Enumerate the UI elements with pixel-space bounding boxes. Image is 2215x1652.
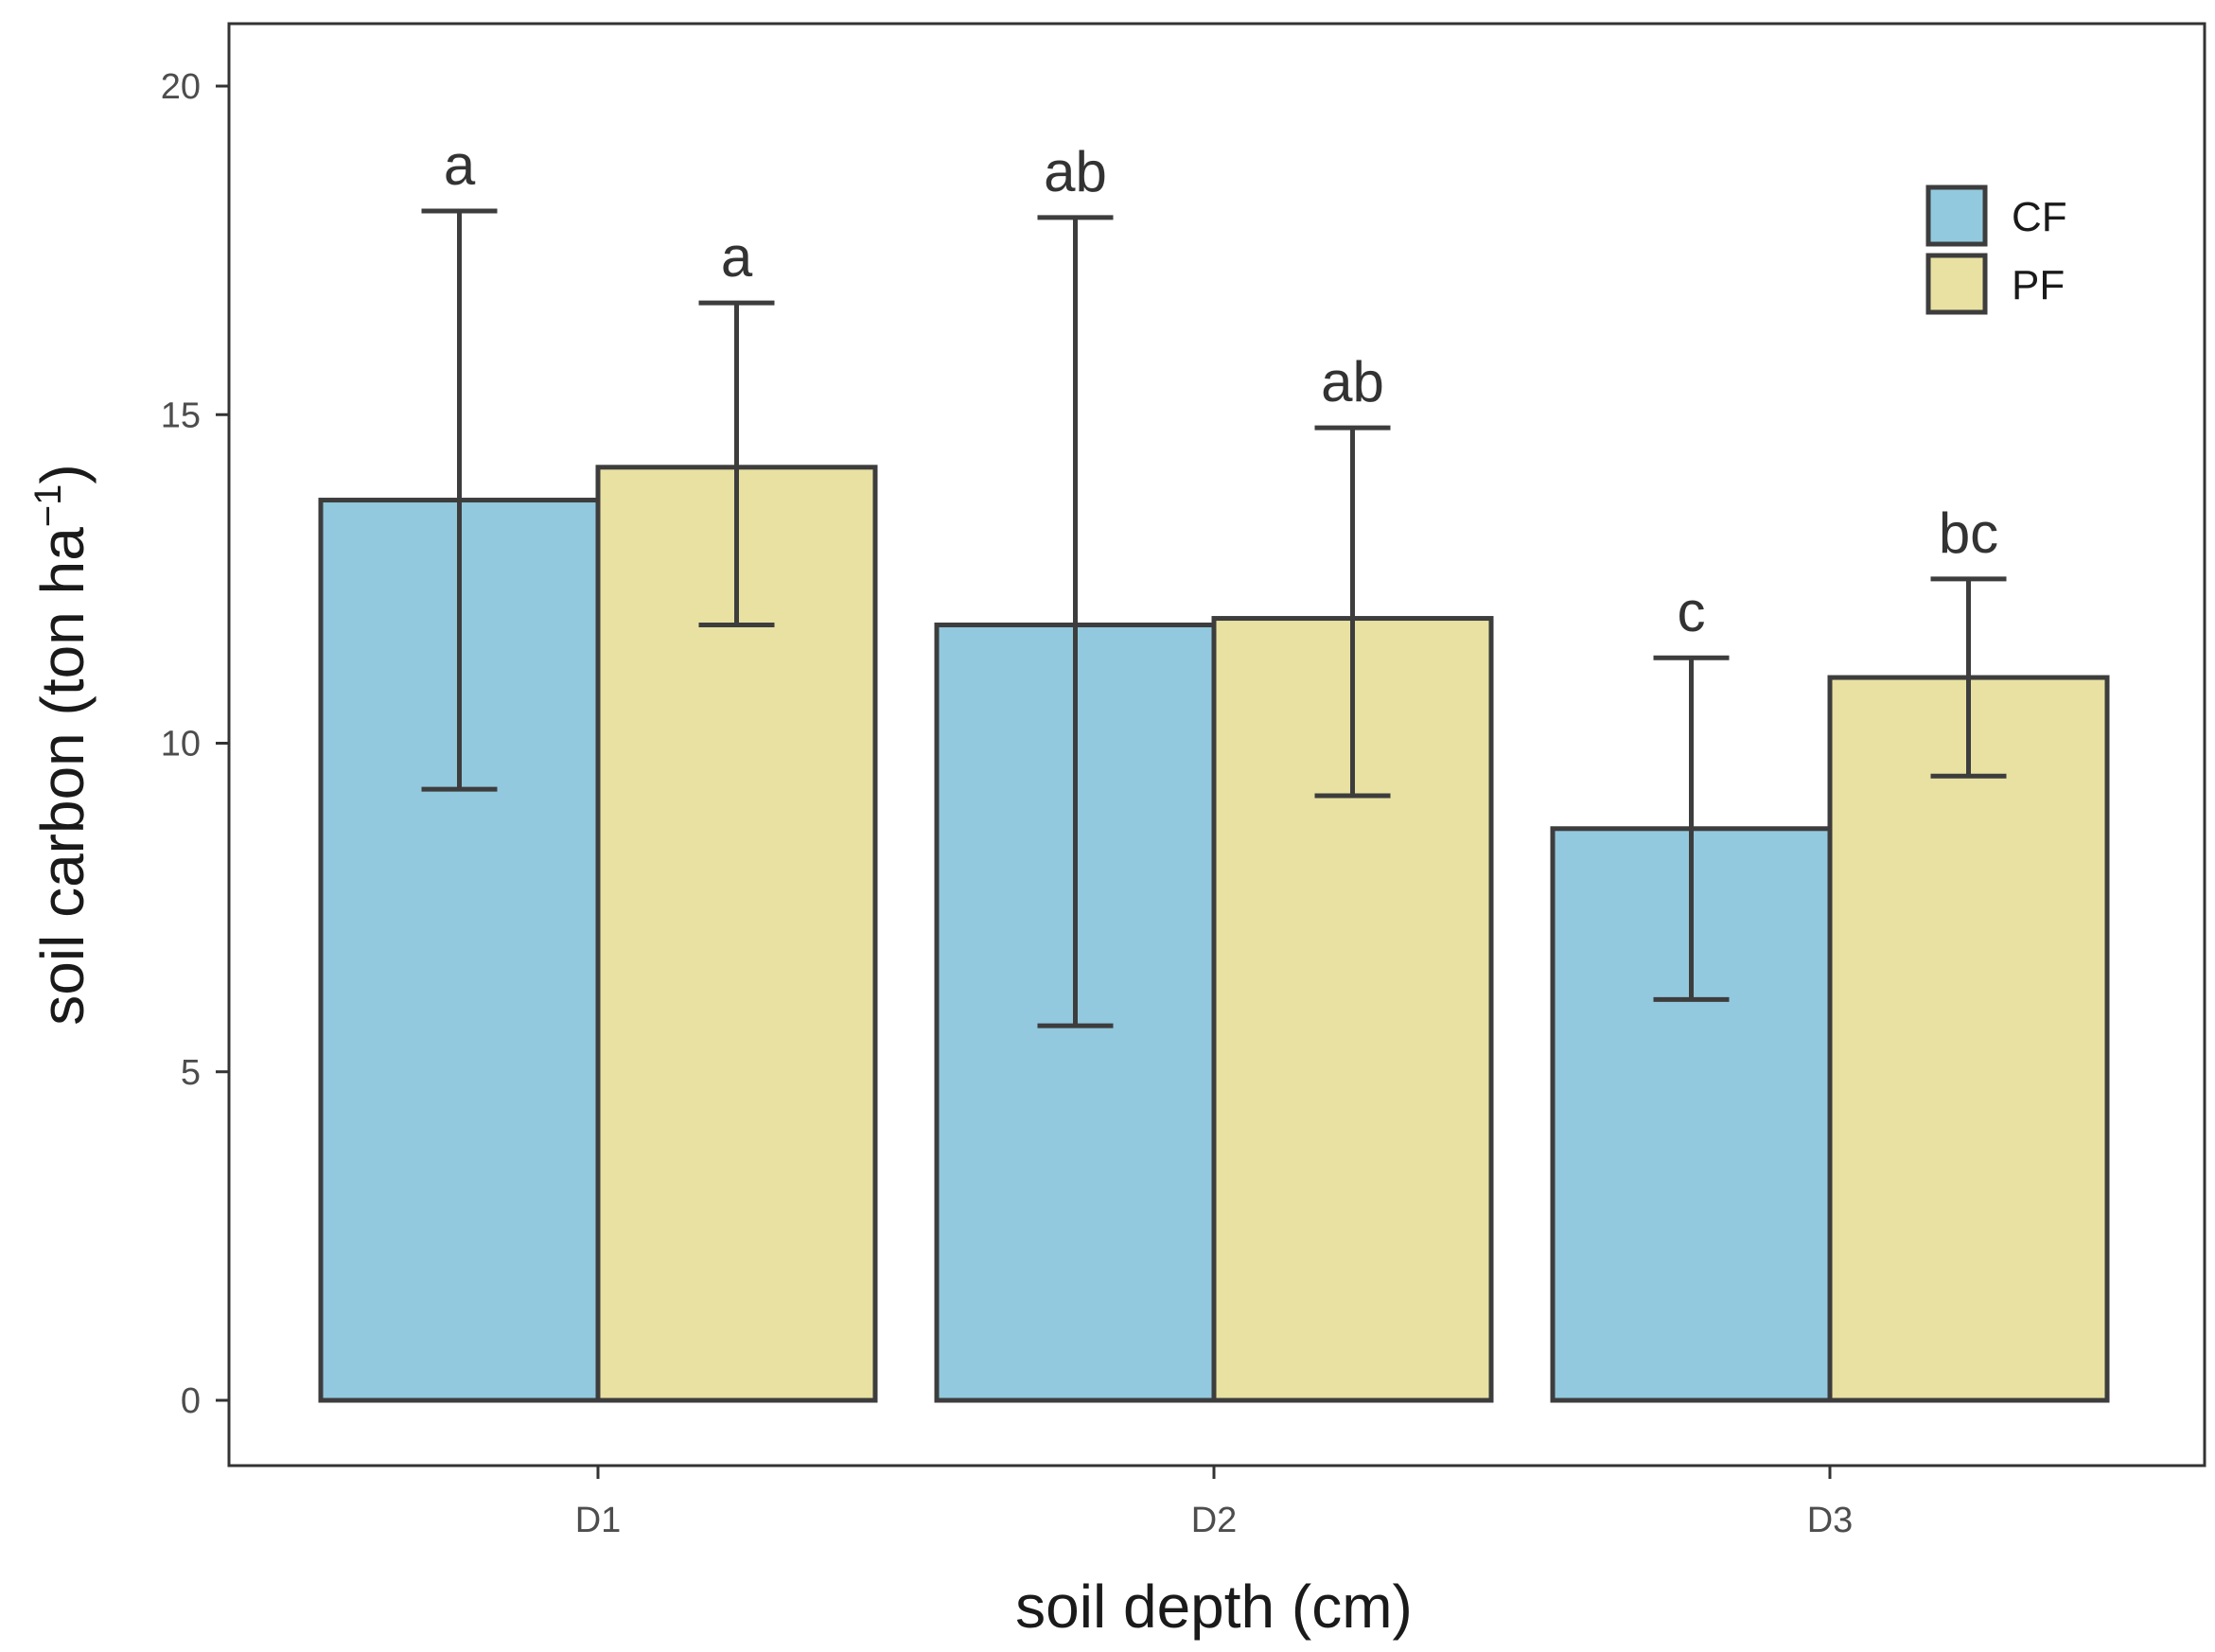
y-tick-label: 10 (161, 725, 201, 764)
y-tick-label: 15 (161, 395, 201, 435)
error-bar-pf-d2 (1314, 425, 1391, 799)
significance-label-pf-d3: bc (1939, 501, 1998, 565)
y-axis-title-main: soil carbon (ton ha (28, 527, 97, 1026)
legend-label: CF (2012, 194, 2067, 240)
legend-item-cf: CF (1925, 185, 2067, 247)
y-axis-title-close: ) (28, 464, 97, 483)
bar-pf-d3 (1827, 675, 2110, 1403)
x-axis-title: soil depth (cm) (1015, 1573, 1413, 1641)
significance-label-pf-d2: ab (1321, 350, 1384, 413)
legend: CF PF (1925, 185, 2067, 315)
error-bar-cf-d2 (1037, 215, 1114, 1028)
x-tick-label: D3 (1807, 1501, 1854, 1540)
x-tick-label: D1 (575, 1501, 622, 1540)
significance-label-cf-d2: ab (1044, 140, 1107, 203)
significance-labels: a ab c a ab bc (444, 133, 1998, 643)
legend-swatch (1925, 185, 1988, 247)
error-bar-cf-d3 (1653, 655, 1730, 1002)
y-tick-label: 5 (181, 1053, 201, 1093)
error-bar-pf-d1 (698, 300, 775, 627)
error-bar-cf-d1 (421, 208, 498, 792)
y-tick-label: 0 (181, 1381, 201, 1421)
y-axis: 0 5 10 15 20 (161, 67, 229, 1421)
x-tick-label: D2 (1191, 1501, 1238, 1540)
significance-label-pf-d1: a (721, 225, 753, 289)
significance-label-cf-d1: a (444, 133, 476, 197)
legend-label: PF (2012, 262, 2065, 308)
y-axis-title: soil carbon (ton ha−1) (27, 464, 97, 1025)
y-tick-label: 20 (161, 67, 201, 107)
x-axis: D1 D2 D3 (575, 1466, 1854, 1540)
error-bar-pf-d3 (1930, 576, 2007, 779)
significance-label-cf-d3: c (1678, 580, 1706, 643)
legend-swatch (1925, 253, 1988, 315)
error-bars (421, 208, 2007, 1028)
y-axis-title-superscript: −1 (27, 484, 69, 528)
legend-item-pf: PF (1925, 253, 2065, 315)
